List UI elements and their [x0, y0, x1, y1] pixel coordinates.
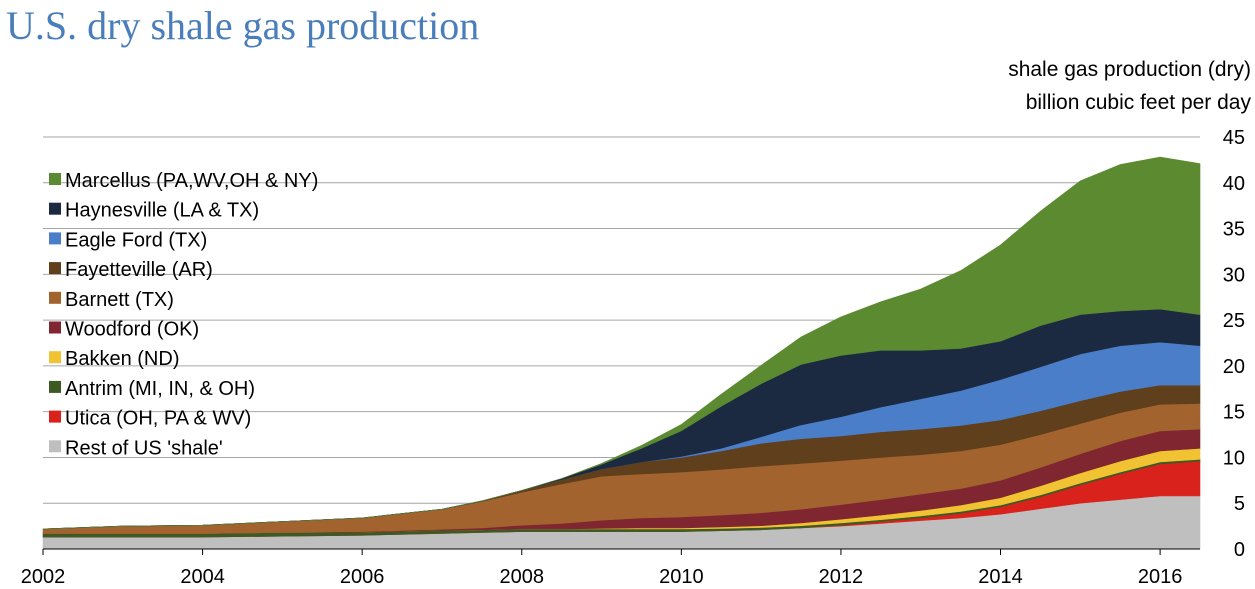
legend-entry: Haynesville (LA & TX) [65, 200, 259, 222]
legend-swatch [49, 410, 61, 423]
legend-entry: Rest of US 'shale' [65, 437, 223, 459]
legend-swatch [49, 440, 61, 453]
legend-entry: Bakken (ND) [65, 348, 179, 370]
legend: Marcellus (PA,WV,OH & NY) Haynesville (LA… [49, 170, 318, 459]
chart-title: U.S. dry shale gas production [6, 3, 480, 48]
legend-swatch [49, 291, 61, 304]
y-tick-label: 40 [1223, 173, 1245, 195]
x-tick-label: 2008 [500, 566, 545, 588]
x-tick-label: 2014 [978, 566, 1023, 588]
y-tick-label: 0 [1234, 539, 1245, 561]
y-tick-label: 10 [1223, 447, 1245, 469]
stacked-areas [42, 156, 1201, 550]
legend-entry: Barnett (TX) [65, 289, 174, 311]
legend-entry: Fayetteville (AR) [65, 259, 213, 281]
x-tick-label: 2010 [659, 566, 704, 588]
legend-swatch [49, 202, 61, 215]
area-series [42, 156, 1201, 530]
legend-swatch [49, 321, 61, 334]
legend-swatch [49, 173, 61, 185]
x-tick-label: 2016 [1138, 566, 1183, 588]
y-tick-label: 30 [1223, 264, 1245, 286]
legend-entry: Eagle Ford (TX) [65, 229, 207, 251]
legend-entry: Antrim (MI, IN, & OH) [65, 378, 255, 400]
legend-swatch [49, 262, 61, 275]
axes: 0 5 10 15 20 25 30 35 40 45 2002 2004 2006 2008 2010 20… [21, 127, 1245, 588]
x-tick-label: 2004 [180, 566, 225, 588]
y-tick-label: 45 [1223, 127, 1245, 149]
legend-entry: Woodford (OK) [65, 319, 199, 341]
y-tick-label: 25 [1223, 310, 1245, 332]
legend-swatch [49, 232, 61, 245]
x-tick-label: 2006 [340, 566, 385, 588]
y-axis-label-line-2: billion cubic feet per day [1025, 91, 1251, 114]
legend-entry: Utica (OH, PA & WV) [65, 408, 251, 430]
legend-entry: Marcellus (PA,WV,OH & NY) [65, 170, 318, 192]
y-tick-label: 5 [1234, 493, 1245, 515]
legend-swatch [49, 380, 61, 393]
y-tick-label: 15 [1223, 402, 1245, 424]
y-axis-label-line-1: shale gas production (dry) [1008, 58, 1251, 81]
y-tick-label: 20 [1223, 356, 1245, 378]
x-tick-label: 2002 [21, 566, 66, 588]
y-tick-label: 35 [1223, 219, 1245, 241]
x-tick-label: 2012 [819, 566, 864, 588]
legend-swatch [49, 351, 61, 364]
